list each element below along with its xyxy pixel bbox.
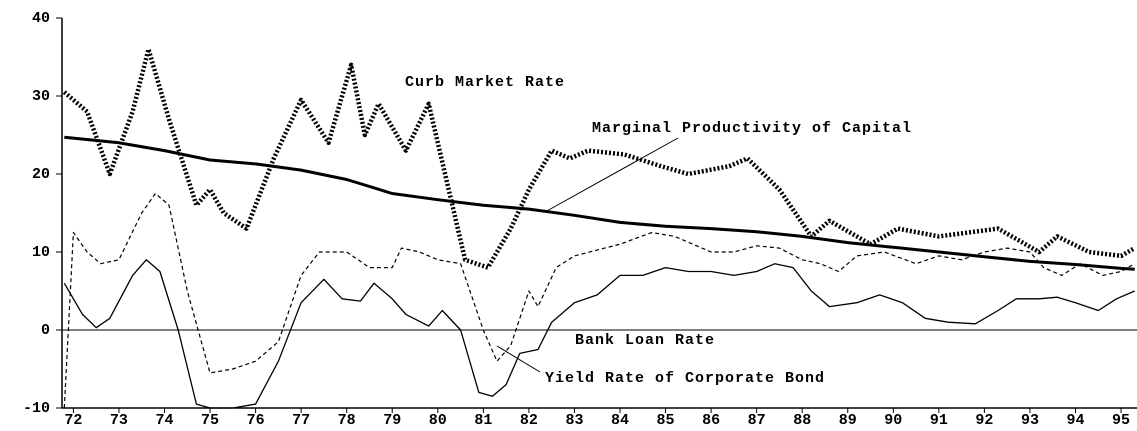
y-tick-label: -10 — [23, 400, 50, 417]
x-tick-label: 92 — [975, 412, 993, 426]
y-tick-label: 40 — [32, 10, 50, 27]
y-tick-label: 20 — [32, 166, 50, 183]
series-label: Curb Market Rate — [405, 74, 565, 91]
x-tick-label: 76 — [247, 412, 265, 426]
y-tick-label: 0 — [41, 322, 50, 339]
x-tick-label: 78 — [338, 412, 356, 426]
x-tick-label: 82 — [520, 412, 538, 426]
leader-line — [496, 345, 541, 373]
x-tick-label: 83 — [565, 412, 583, 426]
x-tick-label: 94 — [1066, 412, 1084, 426]
series-line — [62, 46, 1136, 270]
x-tick-label: 77 — [292, 412, 310, 426]
x-tick-label: 86 — [702, 412, 720, 426]
series-label: Bank Loan Rate — [575, 332, 715, 349]
x-tick-label: 73 — [110, 412, 128, 426]
x-tick-label: 75 — [201, 412, 219, 426]
x-tick-label: 80 — [429, 412, 447, 426]
series-label: Yield Rate of Corporate Bond — [545, 370, 825, 387]
x-tick-label: 93 — [1021, 412, 1039, 426]
x-tick-label: 72 — [64, 412, 82, 426]
series-line — [64, 135, 1135, 271]
x-tick-label: 84 — [611, 412, 629, 426]
x-tick-label: 74 — [155, 412, 173, 426]
leader-line — [544, 137, 679, 213]
x-tick-label: 81 — [474, 412, 492, 426]
x-tick-label: 89 — [839, 412, 857, 426]
x-tick-label: 85 — [657, 412, 675, 426]
x-tick-label: 95 — [1112, 412, 1130, 426]
x-tick-label: 87 — [748, 412, 766, 426]
x-tick-label: 88 — [793, 412, 811, 426]
series-label: Marginal Productivity of Capital — [592, 120, 912, 137]
y-tick-label: 30 — [32, 88, 50, 105]
y-tick-label: 10 — [32, 244, 50, 261]
x-tick-label: 91 — [930, 412, 948, 426]
x-tick-label: 90 — [884, 412, 902, 426]
x-tick-label: 79 — [383, 412, 401, 426]
series-line — [63, 259, 1135, 409]
